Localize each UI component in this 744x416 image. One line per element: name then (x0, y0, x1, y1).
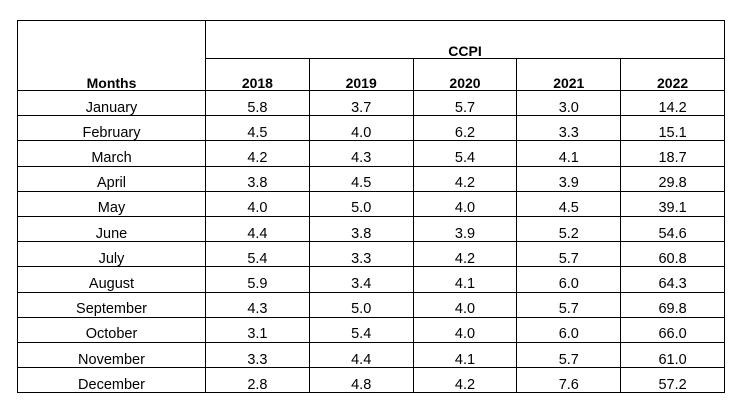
year-header-2019: 2019 (308, 58, 414, 91)
table-row: March 4.2 4.3 5.4 4.1 18.7 (17, 140, 725, 167)
value-cell: 5.7 (516, 241, 622, 268)
value-cell: 3.3 (205, 341, 310, 369)
value-cell: 18.7 (620, 140, 725, 167)
value-cell: 4.0 (205, 190, 310, 217)
value-cell: 4.0 (412, 190, 518, 217)
value-cell: 4.2 (412, 241, 518, 268)
value-cell: 4.5 (308, 165, 414, 192)
value-cell: 4.0 (412, 291, 518, 318)
month-cell: March (17, 140, 206, 167)
value-cell: 29.8 (620, 165, 725, 192)
value-cell: 4.3 (205, 291, 310, 318)
table-row: July 5.4 3.3 4.2 5.7 60.8 (17, 241, 725, 268)
year-header-2022: 2022 (620, 58, 725, 91)
value-cell: 3.9 (412, 215, 518, 243)
value-cell: 4.1 (516, 140, 622, 167)
table-row: December 2.8 4.8 4.2 7.6 57.2 (17, 367, 725, 394)
value-cell: 6.2 (412, 115, 518, 142)
year-header-2018: 2018 (205, 58, 310, 91)
value-cell: 4.8 (308, 367, 414, 394)
table-header: Months CCPI 2018 2019 2020 2021 2022 (17, 20, 725, 91)
value-cell: 66.0 (620, 316, 725, 343)
month-cell: November (17, 341, 206, 369)
table-row: January 5.8 3.7 5.7 3.0 14.2 (17, 89, 725, 117)
value-cell: 69.8 (620, 291, 725, 318)
table-body: January 5.8 3.7 5.7 3.0 14.2 February 4.5 4.0 6.2… (17, 89, 725, 394)
value-cell: 4.5 (516, 190, 622, 217)
table-row: May 4.0 5.0 4.0 4.5 39.1 (17, 190, 725, 217)
value-cell: 3.8 (205, 165, 310, 192)
header-row-years: 2018 2019 2020 2021 2022 (18, 58, 725, 91)
month-cell: December (17, 367, 206, 394)
header-row-group: Months CCPI (17, 20, 725, 91)
value-cell: 4.1 (412, 341, 518, 369)
value-cell: 3.1 (205, 316, 310, 343)
value-cell: 7.6 (516, 367, 622, 394)
ccpi-group-header: CCPI (205, 20, 725, 59)
table-row: February 4.5 4.0 6.2 3.3 15.1 (17, 115, 725, 142)
value-cell: 5.4 (205, 241, 310, 268)
value-cell: 5.7 (412, 89, 518, 117)
value-cell: 5.8 (205, 89, 310, 117)
month-cell: June (17, 215, 206, 243)
value-cell: 14.2 (620, 89, 725, 117)
year-header-2021: 2021 (516, 58, 622, 91)
value-cell: 61.0 (620, 341, 725, 369)
value-cell: 6.0 (516, 266, 622, 293)
value-cell: 5.4 (412, 140, 518, 167)
table-row: June 4.4 3.8 3.9 5.2 54.6 (17, 215, 725, 243)
value-cell: 4.3 (308, 140, 414, 167)
table-row: October 3.1 5.4 4.0 6.0 66.0 (17, 316, 725, 343)
value-cell: 54.6 (620, 215, 725, 243)
value-cell: 4.1 (412, 266, 518, 293)
value-cell: 3.9 (516, 165, 622, 192)
value-cell: 4.4 (308, 341, 414, 369)
value-cell: 39.1 (620, 190, 725, 217)
value-cell: 3.3 (516, 115, 622, 142)
value-cell: 4.0 (412, 316, 518, 343)
month-cell: September (17, 291, 206, 318)
value-cell: 64.3 (620, 266, 725, 293)
value-cell: 57.2 (620, 367, 725, 394)
value-cell: 3.8 (308, 215, 414, 243)
ccpi-table: Months CCPI 2018 2019 2020 2021 2022 Jan… (17, 20, 725, 394)
value-cell: 4.2 (412, 165, 518, 192)
table-row: April 3.8 4.5 4.2 3.9 29.8 (17, 165, 725, 192)
value-cell: 4.0 (308, 115, 414, 142)
value-cell: 2.8 (205, 367, 310, 394)
value-cell: 3.7 (308, 89, 414, 117)
value-cell: 6.0 (516, 316, 622, 343)
value-cell: 5.7 (516, 291, 622, 318)
month-cell: July (17, 241, 206, 268)
value-cell: 5.2 (516, 215, 622, 243)
value-cell: 4.2 (412, 367, 518, 394)
month-cell: October (17, 316, 206, 343)
year-header-2020: 2020 (412, 58, 518, 91)
month-cell: April (17, 165, 206, 192)
value-cell: 3.3 (308, 241, 414, 268)
months-column-header: Months (17, 20, 206, 91)
value-cell: 4.4 (205, 215, 310, 243)
table-row: August 5.9 3.4 4.1 6.0 64.3 (17, 266, 725, 293)
table-row: September 4.3 5.0 4.0 5.7 69.8 (17, 291, 725, 318)
value-cell: 4.5 (205, 115, 310, 142)
value-cell: 5.0 (308, 190, 414, 217)
value-cell: 4.2 (205, 140, 310, 167)
month-cell: May (17, 190, 206, 217)
value-cell: 3.4 (308, 266, 414, 293)
value-cell: 3.0 (516, 89, 622, 117)
table-row: November 3.3 4.4 4.1 5.7 61.0 (17, 341, 725, 369)
value-cell: 5.7 (516, 341, 622, 369)
value-cell: 5.0 (308, 291, 414, 318)
month-cell: January (17, 89, 206, 117)
month-cell: February (17, 115, 206, 142)
value-cell: 5.4 (308, 316, 414, 343)
value-cell: 5.9 (205, 266, 310, 293)
value-cell: 15.1 (620, 115, 725, 142)
value-cell: 60.8 (620, 241, 725, 268)
month-cell: August (17, 266, 206, 293)
